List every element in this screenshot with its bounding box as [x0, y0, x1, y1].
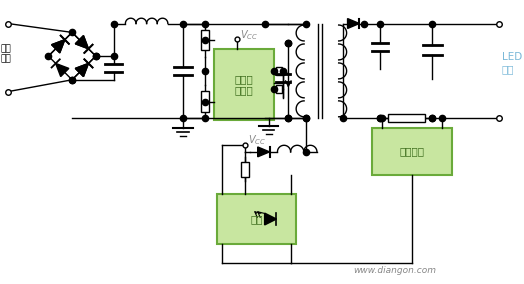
Bar: [214, 49, 275, 120]
Bar: [241, 162, 249, 177]
Text: www.diangon.com: www.diangon.com: [354, 266, 436, 275]
Bar: [217, 194, 296, 244]
Bar: [276, 85, 282, 93]
Bar: [201, 91, 209, 112]
Text: $V_{CC}$: $V_{CC}$: [240, 28, 258, 42]
Polygon shape: [51, 40, 65, 53]
Polygon shape: [75, 63, 89, 77]
Polygon shape: [347, 18, 359, 28]
Polygon shape: [258, 147, 269, 157]
Bar: [276, 67, 282, 75]
Text: $V_{CC}$: $V_{CC}$: [248, 133, 266, 147]
Text: 交流
输入: 交流 输入: [1, 44, 12, 64]
Polygon shape: [51, 40, 65, 53]
Bar: [372, 128, 452, 175]
Text: 光耦: 光耦: [250, 214, 263, 224]
Bar: [201, 30, 209, 50]
Polygon shape: [75, 63, 89, 77]
Text: 反馈电路: 反馈电路: [400, 146, 425, 156]
Polygon shape: [75, 36, 89, 49]
Polygon shape: [56, 63, 69, 77]
Text: 初级侧
控制器: 初级侧 控制器: [235, 74, 254, 95]
Bar: [388, 114, 424, 122]
Polygon shape: [265, 213, 277, 225]
Polygon shape: [75, 36, 89, 49]
Text: LED
输出: LED 输出: [501, 52, 522, 74]
